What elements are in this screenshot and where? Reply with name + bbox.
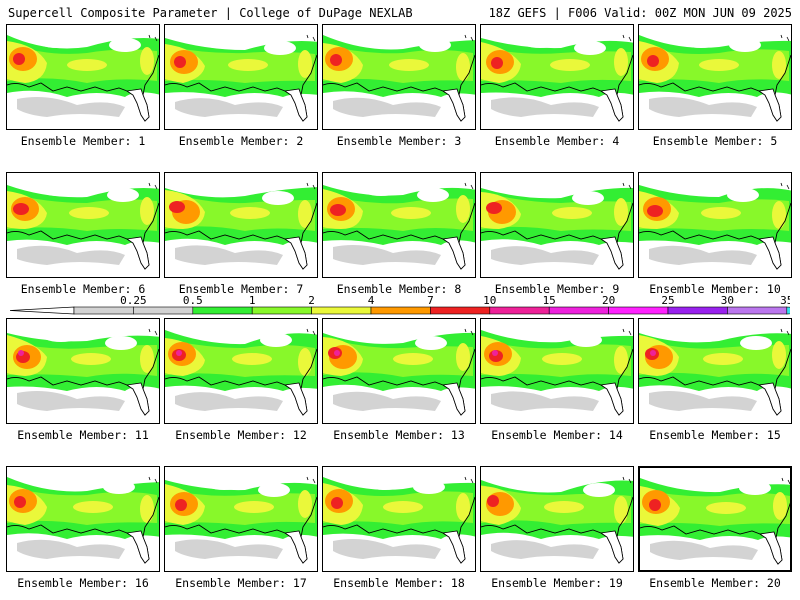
legend-bin (430, 306, 491, 315)
scp-map (323, 467, 475, 571)
scp-map (7, 319, 159, 423)
ensemble-member-label: Ensemble Member: 1 (20, 134, 146, 148)
legend-bin (608, 306, 669, 315)
ensemble-member-label: Ensemble Member: 7 (178, 282, 304, 296)
ensemble-member-label: Ensemble Member: 15 (649, 428, 781, 442)
scp-map (481, 173, 633, 277)
color-scale-legend: 0.25 0.5 1 2 4 7 10 15 20 25 30 35 (10, 296, 790, 315)
legend-bin (727, 306, 788, 315)
legend-arrow-left (10, 306, 75, 315)
ensemble-member-panel[interactable] (6, 466, 160, 572)
legend-tick-label: 30 (721, 296, 734, 307)
legend-tick-label: 10 (483, 296, 496, 307)
ensemble-member-label: Ensemble Member: 11 (17, 428, 149, 442)
scp-map (165, 467, 317, 571)
ensemble-member-label: Ensemble Member: 8 (336, 282, 462, 296)
scp-map (481, 467, 633, 571)
ensemble-member-label: Ensemble Member: 20 (649, 576, 781, 590)
legend-bin (73, 306, 134, 315)
scp-map (640, 468, 790, 570)
ensemble-member-panel[interactable] (164, 466, 318, 572)
legend-tick-label: 2 (308, 296, 315, 307)
legend-bin (251, 306, 312, 315)
ensemble-member-label: Ensemble Member: 14 (491, 428, 623, 442)
ensemble-member-panel[interactable] (6, 24, 160, 130)
ensemble-member-panel[interactable] (480, 24, 634, 130)
ensemble-member-panel[interactable] (638, 172, 792, 278)
ensemble-member-panel[interactable] (322, 466, 476, 572)
legend-bin (667, 306, 728, 315)
legend-tick-label: 25 (661, 296, 674, 307)
legend-bin (548, 306, 609, 315)
legend-tick-label: 0.5 (183, 296, 203, 307)
ensemble-member-label: Ensemble Member: 5 (652, 134, 778, 148)
scp-map (7, 25, 159, 129)
scp-map (165, 319, 317, 423)
ensemble-member-panel[interactable] (164, 24, 318, 130)
scp-map (7, 467, 159, 571)
ensemble-member-panel[interactable] (480, 172, 634, 278)
legend-tick-label: 1 (249, 296, 256, 307)
legend-bin (192, 306, 253, 315)
legend-tick-label: 15 (543, 296, 556, 307)
scp-map (639, 319, 791, 423)
legend-tick-label: 4 (368, 296, 375, 307)
ensemble-member-label: Ensemble Member: 10 (649, 282, 781, 296)
ensemble-member-label: Ensemble Member: 13 (333, 428, 465, 442)
ensemble-member-label: Ensemble Member: 3 (336, 134, 462, 148)
valid-time-label: 18Z GEFS | F006 Valid: 00Z MON JUN 09 20… (488, 6, 792, 20)
ensemble-member-label: Ensemble Member: 2 (178, 134, 304, 148)
ensemble-member-label: Ensemble Member: 17 (175, 576, 307, 590)
ensemble-member-label: Ensemble Member: 4 (494, 134, 620, 148)
ensemble-member-panel[interactable] (638, 466, 792, 572)
scp-map (481, 319, 633, 423)
ensemble-member-panel[interactable] (480, 466, 634, 572)
legend-tick-label: 20 (602, 296, 615, 307)
ensemble-member-panel[interactable] (322, 172, 476, 278)
legend-bin (133, 306, 194, 315)
legend-tick-label: 35 (780, 296, 790, 307)
ensemble-member-panel[interactable] (480, 318, 634, 424)
scp-map (639, 173, 791, 277)
legend-bin (311, 306, 372, 315)
ensemble-member-label: Ensemble Member: 12 (175, 428, 307, 442)
ensemble-member-panel[interactable] (322, 318, 476, 424)
scp-map (323, 319, 475, 423)
legend-bin (489, 306, 550, 315)
scp-map (165, 173, 317, 277)
ensemble-member-label: Ensemble Member: 9 (494, 282, 620, 296)
ensemble-member-panel[interactable] (322, 24, 476, 130)
legend-tick-label: 7 (427, 296, 434, 307)
ensemble-member-label: Ensemble Member: 6 (20, 282, 146, 296)
ensemble-member-panel[interactable] (638, 24, 792, 130)
scp-map (323, 173, 475, 277)
ensemble-member-label: Ensemble Member: 16 (17, 576, 149, 590)
ensemble-member-label: Ensemble Member: 19 (491, 576, 623, 590)
scp-map (7, 173, 159, 277)
legend-tick-label: 0.25 (120, 296, 147, 307)
ensemble-member-panel[interactable] (6, 172, 160, 278)
scp-map (481, 25, 633, 129)
scp-map (323, 25, 475, 129)
page-title: Supercell Composite Parameter | College … (8, 6, 413, 20)
legend-bin (786, 306, 790, 315)
scp-map (165, 25, 317, 129)
ensemble-member-panel[interactable] (164, 318, 318, 424)
legend-bin (370, 306, 431, 315)
ensemble-member-label: Ensemble Member: 18 (333, 576, 465, 590)
scp-map (639, 25, 791, 129)
ensemble-member-panel[interactable] (6, 318, 160, 424)
ensemble-member-panel[interactable] (164, 172, 318, 278)
ensemble-member-panel[interactable] (638, 318, 792, 424)
